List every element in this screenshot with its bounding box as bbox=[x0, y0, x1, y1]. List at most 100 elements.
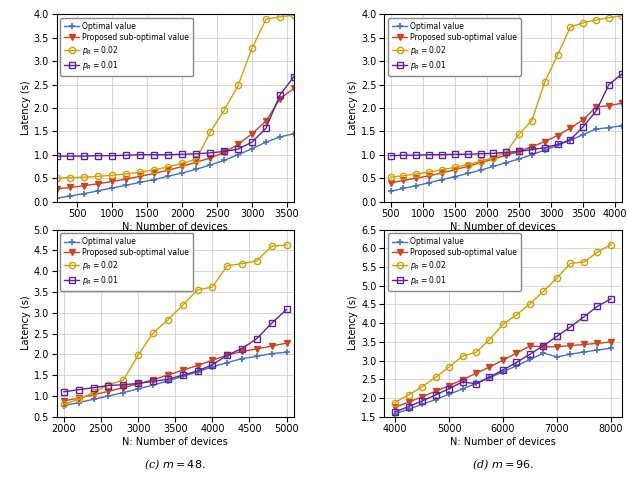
Optimal value bbox=[593, 347, 601, 353]
Optimal value bbox=[418, 401, 426, 407]
$p_R = 0.02$ bbox=[60, 401, 68, 407]
$p_R = 0.02$ bbox=[105, 382, 112, 388]
$p_R = 0.01$ bbox=[136, 152, 144, 158]
Optimal value bbox=[90, 397, 97, 402]
Line: Optimal value: Optimal value bbox=[387, 122, 625, 194]
Line: Optimal value: Optimal value bbox=[53, 130, 298, 202]
$p_R = 0.01$ bbox=[580, 124, 587, 129]
Optimal value bbox=[75, 399, 82, 405]
$p_R = 0.02$ bbox=[136, 169, 144, 175]
$p_R = 0.02$ bbox=[387, 174, 394, 180]
Proposed sub-optimal value bbox=[605, 103, 613, 108]
$p_R = 0.02$ bbox=[512, 312, 520, 318]
$p_R = 0.01$ bbox=[580, 314, 588, 319]
Optimal value bbox=[391, 411, 399, 417]
Optimal value bbox=[458, 386, 466, 392]
Proposed sub-optimal value bbox=[592, 104, 600, 110]
Proposed sub-optimal value bbox=[75, 395, 82, 401]
Line: $p_R = 0.02$: $p_R = 0.02$ bbox=[61, 242, 290, 407]
$p_R = 0.02$ bbox=[490, 155, 497, 160]
$p_R = 0.01$ bbox=[253, 336, 261, 342]
Proposed sub-optimal value bbox=[515, 148, 522, 154]
$p_R = 0.02$ bbox=[207, 129, 214, 135]
Title: (d) $m = 96$.: (d) $m = 96$. bbox=[472, 457, 534, 472]
Optimal value bbox=[438, 177, 446, 182]
Optimal value bbox=[490, 163, 497, 169]
Title: (a) $m = 24$.: (a) $m = 24$. bbox=[144, 242, 206, 257]
Proposed sub-optimal value bbox=[220, 149, 228, 155]
Optimal value bbox=[151, 177, 158, 182]
$p_R = 0.02$ bbox=[425, 169, 433, 175]
Proposed sub-optimal value bbox=[136, 173, 144, 179]
Proposed sub-optimal value bbox=[499, 357, 507, 363]
$p_R = 0.02$ bbox=[472, 350, 480, 355]
Proposed sub-optimal value bbox=[248, 131, 256, 137]
Optimal value bbox=[472, 380, 480, 386]
$p_R = 0.02$ bbox=[566, 24, 574, 30]
Optimal value bbox=[405, 406, 413, 412]
Proposed sub-optimal value bbox=[276, 96, 284, 102]
$p_R = 0.02$ bbox=[539, 288, 547, 294]
Proposed sub-optimal value bbox=[387, 180, 394, 186]
Optimal value bbox=[566, 352, 574, 357]
Legend: Optimal value, Proposed sub-optimal value, $p_R = 0.02$, $p_R = 0.01$: Optimal value, Proposed sub-optimal valu… bbox=[60, 18, 193, 76]
$p_R = 0.02$ bbox=[458, 353, 466, 359]
Proposed sub-optimal value bbox=[165, 167, 172, 173]
Proposed sub-optimal value bbox=[149, 377, 157, 383]
Proposed sub-optimal value bbox=[238, 349, 246, 354]
Proposed sub-optimal value bbox=[208, 357, 216, 363]
$p_R = 0.01$ bbox=[149, 378, 157, 384]
X-axis label: N: Number of devices: N: Number of devices bbox=[450, 222, 556, 232]
Line: $p_R = 0.02$: $p_R = 0.02$ bbox=[53, 12, 297, 181]
$p_R = 0.01$ bbox=[105, 383, 112, 388]
$p_R = 0.02$ bbox=[165, 164, 172, 170]
Proposed sub-optimal value bbox=[566, 343, 574, 349]
Optimal value bbox=[194, 369, 202, 375]
$p_R = 0.01$ bbox=[220, 148, 228, 154]
$p_R = 0.02$ bbox=[528, 118, 536, 124]
$p_R = 0.02$ bbox=[566, 261, 574, 266]
$p_R = 0.02$ bbox=[592, 17, 600, 23]
Proposed sub-optimal value bbox=[60, 398, 68, 404]
Proposed sub-optimal value bbox=[109, 179, 116, 184]
Optimal value bbox=[283, 349, 290, 355]
$p_R = 0.01$ bbox=[179, 372, 187, 378]
Optimal value bbox=[539, 350, 547, 356]
$p_R = 0.02$ bbox=[268, 243, 276, 249]
$p_R = 0.02$ bbox=[134, 353, 142, 358]
$p_R = 0.01$ bbox=[431, 392, 439, 398]
Optimal value bbox=[253, 354, 261, 359]
Optimal value bbox=[290, 131, 298, 137]
$p_R = 0.02$ bbox=[485, 337, 493, 342]
$p_R = 0.02$ bbox=[149, 330, 157, 336]
Optimal value bbox=[413, 182, 420, 188]
$p_R = 0.01$ bbox=[238, 346, 246, 352]
Proposed sub-optimal value bbox=[194, 363, 202, 368]
$p_R = 0.01$ bbox=[477, 151, 484, 157]
Y-axis label: Latency (s): Latency (s) bbox=[349, 296, 359, 351]
$p_R = 0.01$ bbox=[451, 151, 458, 157]
Proposed sub-optimal value bbox=[618, 101, 625, 106]
Optimal value bbox=[248, 146, 256, 151]
X-axis label: N: Number of devices: N: Number of devices bbox=[450, 437, 556, 447]
Optimal value bbox=[526, 356, 534, 362]
$p_R = 0.01$ bbox=[134, 381, 142, 387]
$p_R = 0.01$ bbox=[528, 147, 536, 152]
$p_R = 0.01$ bbox=[472, 381, 480, 387]
$p_R = 0.01$ bbox=[164, 376, 171, 382]
$p_R = 0.01$ bbox=[268, 320, 276, 326]
$p_R = 0.02$ bbox=[554, 52, 561, 58]
$p_R = 0.01$ bbox=[592, 108, 600, 114]
Proposed sub-optimal value bbox=[580, 342, 588, 347]
Legend: Optimal value, Proposed sub-optimal value, $p_R = 0.02$, $p_R = 0.01$: Optimal value, Proposed sub-optimal valu… bbox=[60, 233, 193, 291]
$p_R = 0.02$ bbox=[438, 167, 446, 172]
Proposed sub-optimal value bbox=[53, 186, 60, 192]
$p_R = 0.01$ bbox=[502, 149, 510, 155]
Optimal value bbox=[541, 147, 548, 153]
Legend: Optimal value, Proposed sub-optimal value, $p_R = 0.02$, $p_R = 0.01$: Optimal value, Proposed sub-optimal valu… bbox=[388, 18, 521, 76]
$p_R = 0.01$ bbox=[276, 92, 284, 98]
$p_R = 0.02$ bbox=[445, 364, 453, 370]
$p_R = 0.01$ bbox=[263, 125, 270, 131]
Proposed sub-optimal value bbox=[234, 142, 242, 148]
$p_R = 0.02$ bbox=[431, 375, 439, 380]
